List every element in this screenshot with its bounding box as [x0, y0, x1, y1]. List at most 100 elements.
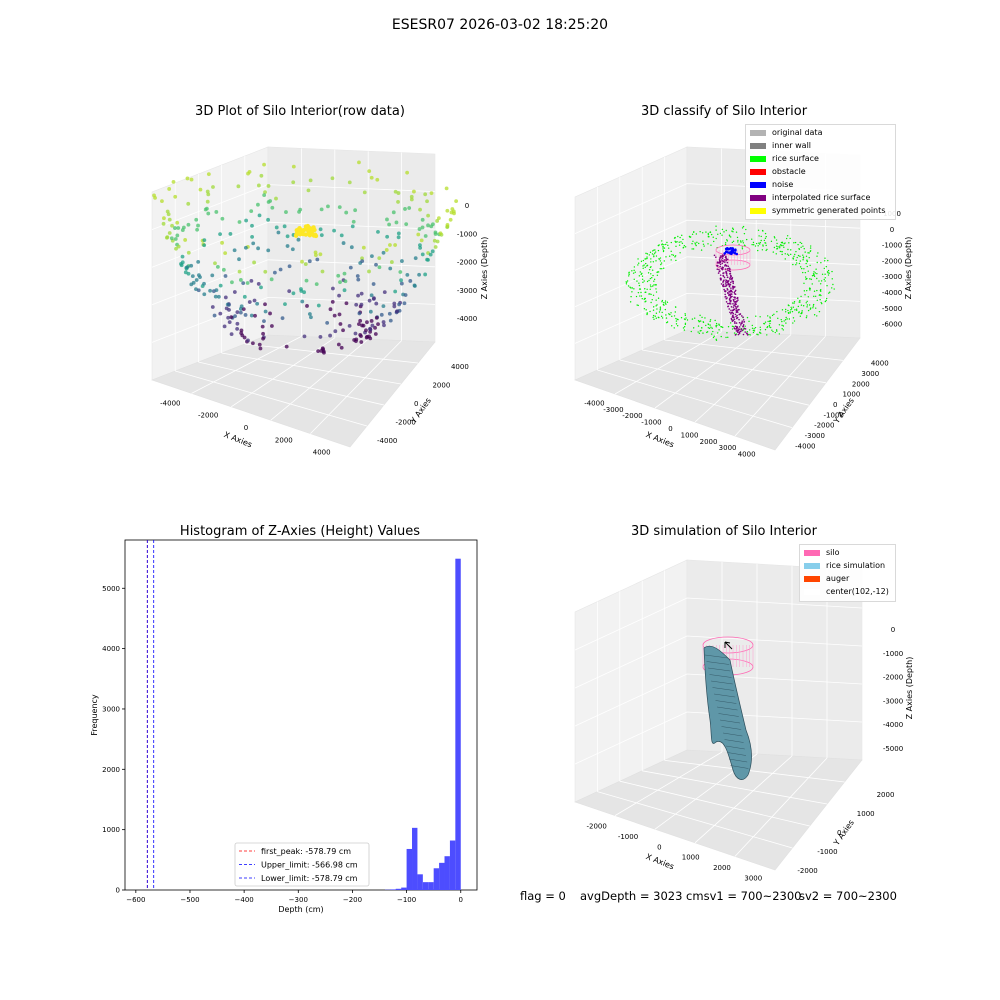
p1-data-point	[396, 191, 401, 195]
p2-rice-surface-point	[699, 314, 701, 317]
legend-swatch	[804, 562, 820, 569]
p4-surface-mesh-line	[728, 758, 748, 763]
p2-rice-surface-point	[725, 229, 727, 232]
p1-x-tick-label: -2000	[198, 412, 218, 420]
p1-data-point	[423, 234, 428, 238]
p1-data-point	[167, 217, 172, 222]
p2-rice-surface-point	[806, 265, 808, 268]
p2-rice-surface-point	[657, 249, 660, 252]
p2-rice-surface-point	[780, 244, 783, 247]
hist-y-tick-label: 4000	[102, 645, 120, 653]
p1-grid-line	[151, 296, 436, 343]
p2-rice-surface-point	[783, 246, 785, 248]
p2-rice-surface-point	[765, 235, 767, 238]
hist-x-tick-label: −100	[397, 896, 416, 904]
p2-rice-surface-point	[794, 309, 796, 311]
p2-grid-line	[574, 256, 861, 308]
p1-data-point	[242, 294, 247, 299]
p1-top-cluster-point	[305, 227, 310, 233]
p2-rice-surface-point	[642, 259, 645, 262]
legend-swatch	[750, 142, 766, 149]
p1-data-point	[211, 289, 216, 294]
p2-rice-surface-point	[675, 317, 677, 320]
p1-data-point	[262, 162, 266, 167]
p1-data-point	[208, 288, 213, 293]
p1-data-point	[357, 322, 361, 327]
hist-bar	[444, 856, 450, 890]
p2-noise-point	[723, 252, 727, 255]
p1-data-point	[373, 332, 378, 336]
p1-data-point	[226, 315, 231, 320]
p1-data-point	[318, 252, 323, 257]
p2-rice-surface-point	[659, 308, 662, 310]
p1-data-point	[210, 273, 215, 278]
p1-data-point	[202, 238, 207, 242]
p1-data-point	[215, 264, 220, 269]
p2-rice-surface-point	[729, 236, 732, 238]
p1-data-point	[256, 246, 260, 251]
panel2-legend: original data inner wall rice surface obsta…	[745, 124, 896, 220]
p1-data-point	[262, 319, 266, 324]
p2-x-tick-label: 1000	[681, 431, 699, 439]
p2-interpolated-point	[734, 325, 737, 328]
p2-rice-surface-point	[638, 288, 641, 290]
p1-data-point	[232, 290, 237, 294]
p2-interpolated-point	[719, 265, 721, 268]
p2-rice-surface-point	[653, 280, 655, 282]
p2-rice-surface-point	[633, 266, 636, 268]
p2-rice-surface-point	[775, 245, 778, 247]
p1-data-point	[256, 202, 260, 207]
p2-rice-surface-point	[732, 231, 734, 233]
p2-rice-surface-point	[715, 322, 718, 325]
p1-data-point	[274, 225, 279, 230]
p1-data-point	[284, 210, 288, 214]
p1-data-point	[285, 244, 290, 248]
legend-entry: noise	[746, 178, 895, 191]
p2-rice-surface-point	[807, 296, 810, 298]
p2-rice-surface-point	[626, 280, 629, 282]
p2-grid-line	[734, 336, 826, 437]
p2-rice-surface-point	[807, 309, 810, 312]
p1-data-point	[165, 235, 169, 240]
p4-z-tick-label: -1000	[883, 650, 903, 658]
p1-data-point	[213, 261, 217, 266]
p1-data-point	[280, 316, 285, 321]
p2-interpolated-point	[728, 298, 731, 300]
p2-rice-surface-point	[715, 237, 717, 240]
p1-data-point	[397, 302, 402, 307]
p2-rice-surface-point	[789, 312, 791, 314]
p2-interpolated-point	[716, 268, 719, 271]
p2-rice-surface-point	[783, 243, 785, 245]
p1-data-point	[247, 300, 252, 304]
p2-interpolated-point	[727, 291, 729, 294]
p2-rice-surface-point	[727, 326, 730, 328]
p1-data-point	[412, 283, 417, 288]
p2-y-tick-label: 2000	[852, 380, 870, 388]
p4-grid-line	[619, 780, 810, 827]
p2-rice-surface-point	[628, 273, 630, 276]
p1-data-point	[413, 256, 418, 261]
p2-interpolated-point	[730, 318, 733, 321]
p2-interpolated-point	[725, 271, 728, 273]
p2-rice-surface-point	[689, 236, 692, 238]
p2-rice-surface-point	[663, 302, 665, 304]
p2-interpolated-point	[727, 269, 729, 272]
p2-rice-surface-point	[642, 281, 644, 284]
p2-interpolated-point	[742, 319, 745, 321]
hist-bar	[422, 882, 429, 890]
p2-rice-surface-point	[683, 329, 686, 331]
p1-data-point	[238, 310, 243, 315]
p2-rice-surface-point	[678, 244, 681, 246]
p2-z-tick-label: -1000	[882, 242, 902, 250]
p2-rice-surface-point	[764, 237, 767, 240]
p2-interpolated-point	[740, 322, 743, 324]
p2-rice-surface-point	[655, 288, 657, 290]
p2-interpolated-point	[730, 278, 733, 280]
p2-rice-surface-point	[633, 269, 635, 272]
p2-interpolated-point	[725, 265, 728, 267]
p2-rice-surface-point	[757, 249, 759, 252]
p1-data-point	[432, 238, 437, 243]
p2-rice-surface-point	[786, 253, 789, 255]
p2-rice-surface-point	[648, 254, 651, 256]
